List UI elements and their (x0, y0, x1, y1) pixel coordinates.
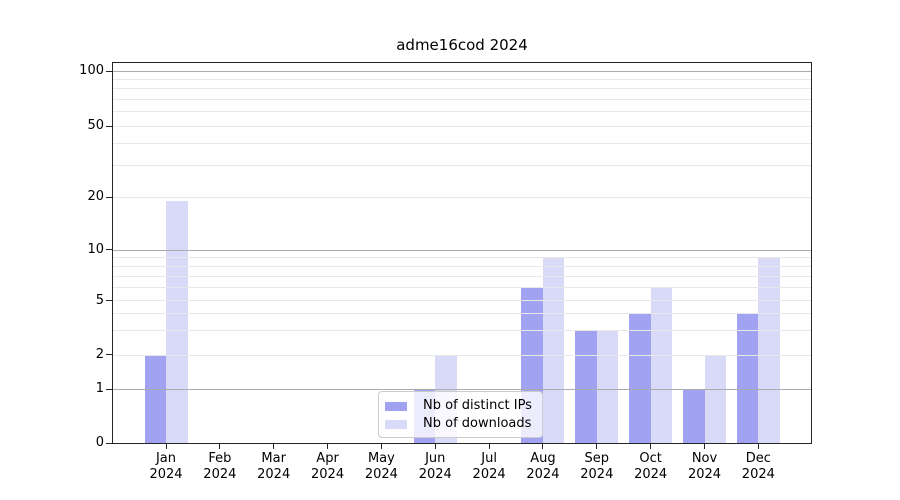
y-axis-tick-label: 10 (87, 241, 104, 257)
bar-downloads (650, 287, 673, 443)
plot-area (112, 62, 812, 444)
y-axis-tick-label: 50 (87, 118, 104, 133)
grid-line-major (113, 249, 811, 251)
grid-line-minor (113, 125, 811, 127)
legend-item-distinct-ips: Nb of distinct IPs (385, 397, 536, 415)
x-axis-tick-mark (327, 444, 329, 449)
x-axis-tick-mark (273, 444, 275, 449)
legend-label-distinct-ips: Nb of distinct IPs (423, 398, 532, 413)
y-axis-tick-label: 1 (95, 381, 104, 396)
x-axis-tick-mark (165, 444, 167, 449)
grid-line-minor (113, 286, 811, 288)
x-axis-tick-label: Jan 2024 (149, 451, 183, 482)
bar-downloads (758, 257, 780, 443)
x-axis-tick-label: Mar 2024 (257, 451, 291, 482)
legend-item-downloads: Nb of downloads (385, 415, 536, 433)
grid-line-minor (113, 78, 811, 80)
grid-line-minor (113, 88, 811, 90)
bar-distinct-ips (683, 389, 705, 443)
x-axis-tick-label: Jul 2024 (472, 451, 506, 482)
x-axis-tick-mark (488, 444, 490, 449)
grid-line-minor (113, 265, 811, 267)
grid-line-major (113, 388, 811, 390)
y-axis-tick-label: 100 (79, 63, 104, 79)
y-axis-tick-mark (106, 300, 112, 301)
chart-title: adme16cod 2024 (396, 36, 528, 54)
bar-downloads (166, 201, 188, 443)
x-axis-tick-mark (219, 444, 221, 449)
x-axis-tick-mark (596, 444, 598, 449)
grid-line-minor (113, 300, 811, 301)
grid-line-minor (113, 142, 811, 144)
bar-downloads (542, 257, 565, 443)
x-axis-tick-label: May 2024 (364, 451, 398, 482)
x-axis-tick-label: Jun 2024 (418, 451, 452, 482)
y-axis-tick-mark (106, 196, 112, 198)
grid-line-minor (113, 165, 811, 167)
y-axis-tick-mark (106, 125, 112, 127)
legend-swatch-distinct-ips (385, 401, 407, 411)
legend-label-downloads: Nb of downloads (423, 416, 532, 431)
legend: Nb of distinct IPs Nb of downloads (378, 391, 543, 438)
grid-line-minor (113, 98, 811, 100)
x-axis-tick-label: Oct 2024 (634, 451, 668, 482)
x-axis-tick-mark (704, 444, 705, 449)
x-axis-tick-label: Apr 2024 (311, 451, 345, 482)
bar-distinct-ips (575, 330, 597, 443)
bar-distinct-ips (144, 355, 166, 443)
y-axis-tick-mark (106, 442, 112, 444)
y-axis-tick-mark (106, 249, 112, 251)
grid-line-minor (113, 313, 811, 315)
grid-line-major (113, 70, 811, 72)
bar-distinct-ips (629, 313, 651, 443)
grid-line-minor (113, 354, 811, 356)
grid-line-minor (113, 275, 811, 277)
y-axis-tick-label: 20 (87, 189, 104, 205)
x-axis-tick-mark (542, 444, 544, 449)
x-axis-tick-label: Dec 2024 (741, 451, 775, 482)
y-axis-tick-label: 5 (95, 292, 104, 308)
grid-line-minor (113, 196, 811, 198)
y-axis-tick-label: 0 (95, 435, 104, 450)
bar-downloads (596, 330, 619, 443)
x-axis-tick-label: Feb 2024 (203, 451, 237, 482)
legend-swatch-downloads (385, 419, 407, 429)
grid-line-minor (113, 111, 811, 113)
y-axis-tick-mark (106, 70, 112, 72)
y-axis-tick-mark (106, 388, 112, 390)
grid-line-minor (113, 257, 811, 259)
y-axis-tick-label: 2 (95, 346, 104, 362)
x-axis-tick-mark (434, 444, 436, 449)
x-axis-tick-label: Sep 2024 (580, 451, 614, 482)
bar-distinct-ips (736, 313, 759, 443)
x-axis-tick-mark (757, 444, 759, 449)
bar-downloads (704, 355, 726, 443)
y-axis-tick-mark (106, 354, 112, 356)
x-axis-tick-mark (650, 444, 652, 449)
grid-line-minor (113, 330, 811, 332)
x-axis-tick-label: Aug 2024 (526, 451, 560, 482)
x-axis-tick-label: Nov 2024 (687, 451, 722, 482)
x-axis-tick-mark (380, 444, 382, 449)
